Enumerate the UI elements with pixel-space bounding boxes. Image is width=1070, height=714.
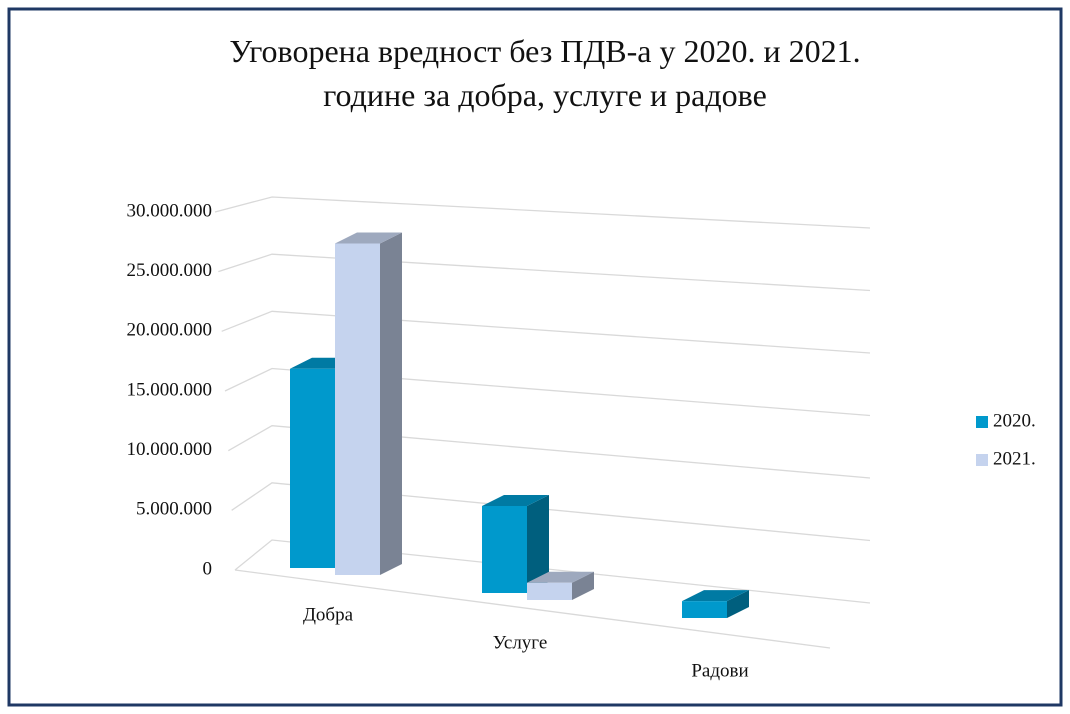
legend-swatch — [976, 416, 988, 428]
y-tick-label: 25.000.000 — [127, 260, 213, 281]
title-line: године за добра, услуге и радове — [323, 77, 767, 113]
x-tick-label: Добра — [303, 604, 354, 625]
y-tick-label: 0 — [203, 558, 213, 579]
bar — [335, 232, 402, 575]
bar-face — [682, 590, 749, 602]
grid-line — [228, 425, 871, 479]
bar — [527, 571, 594, 600]
x-tick-label: Радови — [691, 660, 748, 681]
grid-line — [224, 367, 871, 417]
y-tick-label: 20.000.000 — [127, 320, 213, 341]
y-tick-label: 5.000.000 — [136, 499, 212, 520]
bar-face — [527, 582, 572, 600]
bar-face — [335, 243, 380, 575]
bar-face — [727, 590, 749, 618]
legend-swatch — [976, 454, 988, 466]
grid-line — [218, 253, 871, 292]
grid-line — [234, 539, 871, 604]
title-line: Уговорена вредност без ПДВ-а у 2020. и 2… — [229, 33, 860, 69]
grid-line — [214, 196, 871, 229]
bar-face — [482, 505, 527, 593]
bar-face — [527, 571, 594, 583]
bar-face — [380, 232, 402, 575]
bar-face — [290, 368, 335, 568]
chart-title: Уговорена вредност без ПДВ-а у 2020. и 2… — [229, 33, 860, 113]
legend-label: 2021. — [993, 448, 1036, 469]
y-tick-label: 15.000.000 — [127, 379, 213, 400]
bar-face — [482, 494, 549, 506]
bar-face — [572, 571, 594, 600]
y-tick-label: 30.000.000 — [127, 200, 213, 221]
x-tick-label: Услуге — [493, 632, 548, 653]
bar-face — [682, 601, 727, 618]
bar-face — [527, 494, 549, 593]
bar — [682, 590, 749, 618]
grid-line — [231, 482, 871, 542]
legend-label: 2020. — [993, 410, 1036, 431]
grid-line — [221, 310, 871, 354]
floor-edge — [234, 569, 831, 649]
bar — [482, 494, 549, 593]
frame — [7, 7, 1063, 707]
bar-face — [335, 232, 402, 244]
y-tick-label: 10.000.000 — [127, 439, 213, 460]
